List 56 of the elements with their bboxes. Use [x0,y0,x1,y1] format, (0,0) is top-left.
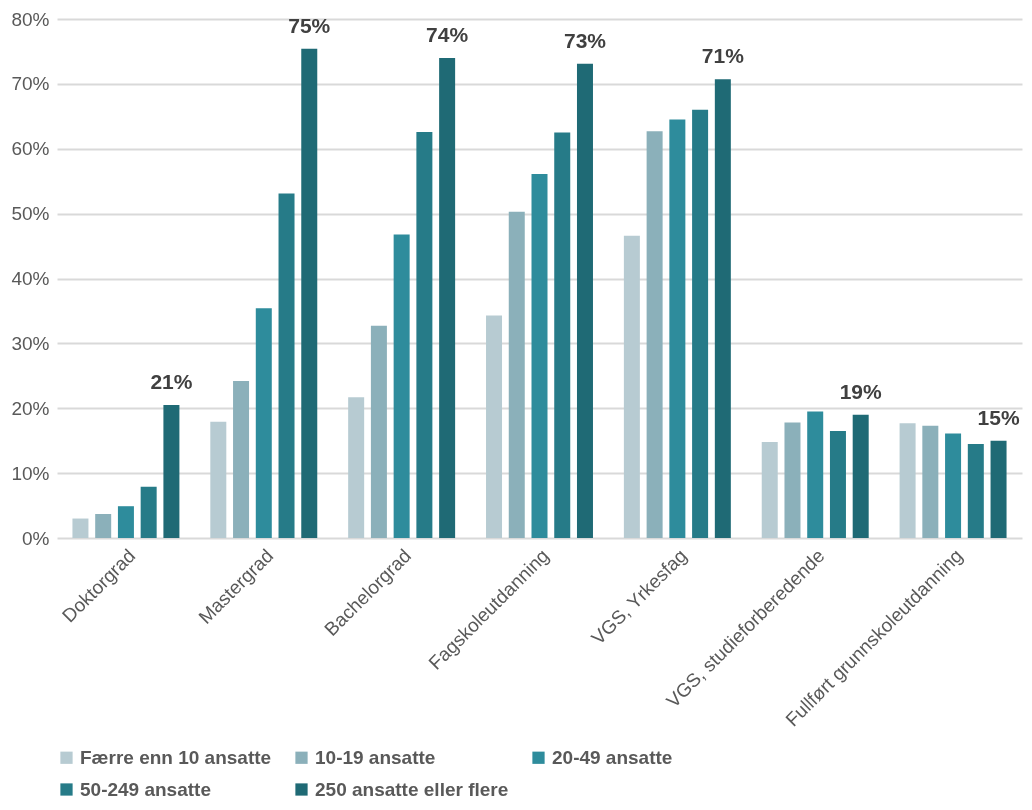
y-tick-label: 40% [11,268,50,289]
bar [301,48,318,538]
bar [922,425,939,538]
y-tick-label: 0% [22,527,50,549]
bar [255,308,272,538]
bar [761,441,778,538]
bar [393,234,410,538]
bar [278,193,295,538]
bar [714,79,731,538]
legend-label: 250 ansatte eller flere [315,778,509,800]
bar [829,430,846,538]
bar [370,325,387,538]
bar [233,381,250,538]
bar [852,414,869,538]
data-label: 75% [288,13,331,37]
bar [531,174,548,538]
legend-label: 50-249 ansatte [80,778,211,800]
bar [486,315,503,538]
legend-label: 20-49 ansatte [552,746,673,768]
bar [163,405,180,538]
data-label: 15% [977,405,1020,429]
y-tick-label: 80% [11,8,50,30]
data-label: 71% [701,44,745,68]
bar [554,132,571,538]
bar [623,235,640,538]
bar [807,411,824,538]
data-label: 19% [839,379,883,403]
bar [669,119,686,538]
bar [990,440,1007,538]
bar [899,423,916,538]
y-tick-label: 10% [11,462,50,484]
data-label: 73% [563,28,607,52]
y-tick-label: 50% [11,203,50,225]
y-tick-label: 70% [11,73,50,95]
bar [692,109,709,538]
bar [439,57,456,538]
y-tick-label: 60% [11,138,50,160]
bar [72,518,89,538]
legend-label: Færre enn 10 ansatte [80,746,272,768]
bar [117,506,134,538]
bar [945,433,962,538]
data-label: 74% [426,22,469,46]
bar [967,443,984,538]
data-label: 21% [150,370,193,394]
bar [576,63,593,538]
bar [646,131,663,538]
y-tick-label: 30% [11,332,50,354]
bar [348,397,365,538]
bar [210,421,227,538]
bar [140,486,157,538]
legend-label: 10-19 ansatte [315,746,436,768]
bar [416,131,433,538]
bar [784,422,801,538]
bar [508,211,525,538]
y-tick-label: 20% [11,397,50,419]
bar [95,514,112,538]
